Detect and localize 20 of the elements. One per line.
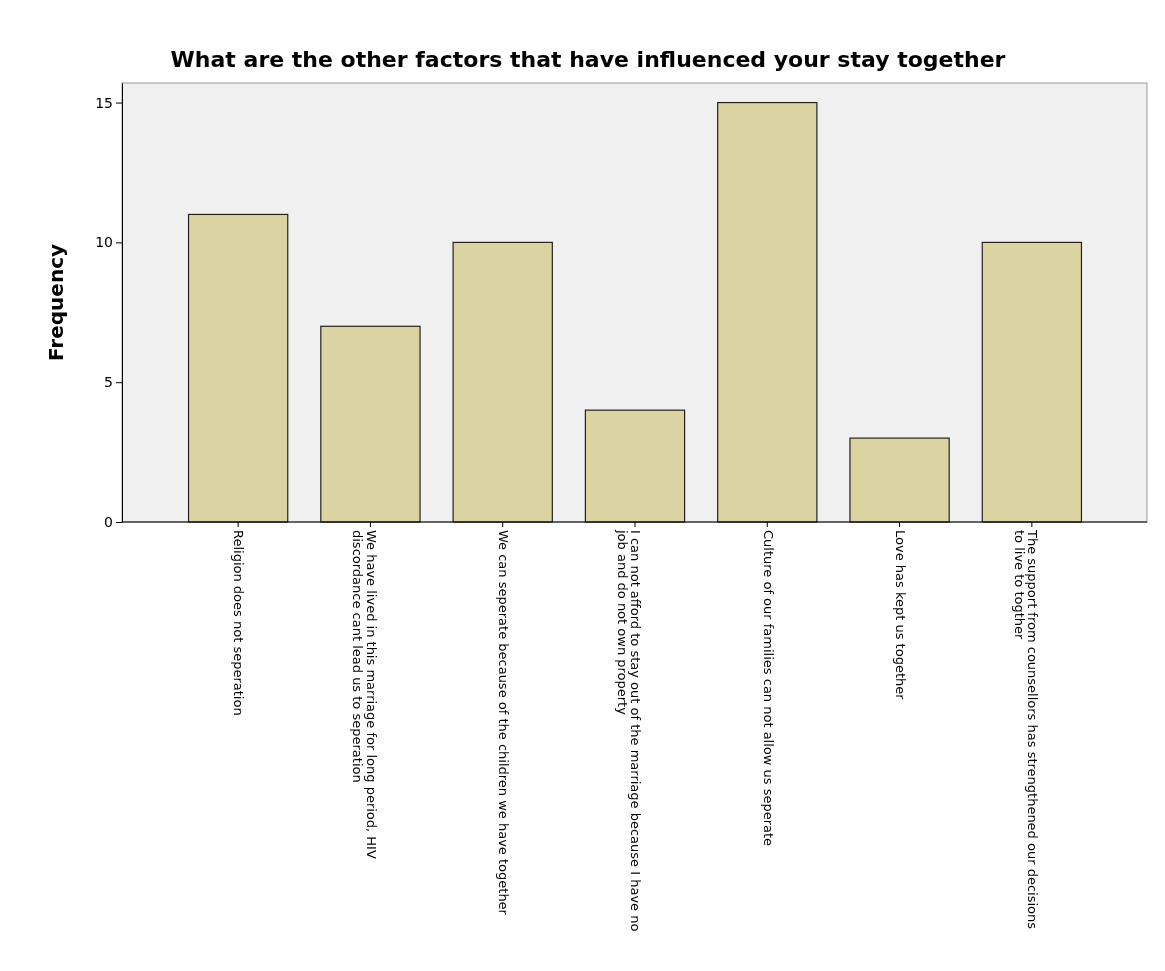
y-tick-label: 15: [95, 94, 113, 111]
bar: [452, 241, 553, 523]
x-tick-label: I can not afford to stay out of the marriage because I have no job and do not own property: [614, 529, 644, 932]
bar: [320, 325, 421, 523]
chart-title: What are the other factors that have influenced your stay together: [170, 47, 1006, 72]
bar: [849, 437, 950, 523]
bar: [187, 213, 289, 523]
y-tick-label: 5: [104, 374, 113, 391]
y-axis-title: Frequency: [44, 243, 68, 362]
x-tick-label: Religion does not seperation: [231, 530, 247, 716]
x-tick-label: Love has kept us together: [892, 530, 908, 701]
x-tick-label: Culture of our families can not allow us seperate: [760, 530, 776, 847]
x-tick-label: The support from counsellors has strengthened our decisions to live to togther: [1011, 529, 1041, 930]
x-tick-label: We have lived in this marriage for long period, HIV discordance cant lead us to seperation: [350, 530, 379, 859]
x-tick-label: We can seperate because of the children we have together: [496, 530, 512, 916]
y-tick-label: 0: [104, 513, 113, 530]
y-tick-label: 10: [95, 234, 113, 251]
bar: [981, 241, 1083, 523]
bar: [584, 409, 686, 523]
bar: [717, 101, 818, 523]
